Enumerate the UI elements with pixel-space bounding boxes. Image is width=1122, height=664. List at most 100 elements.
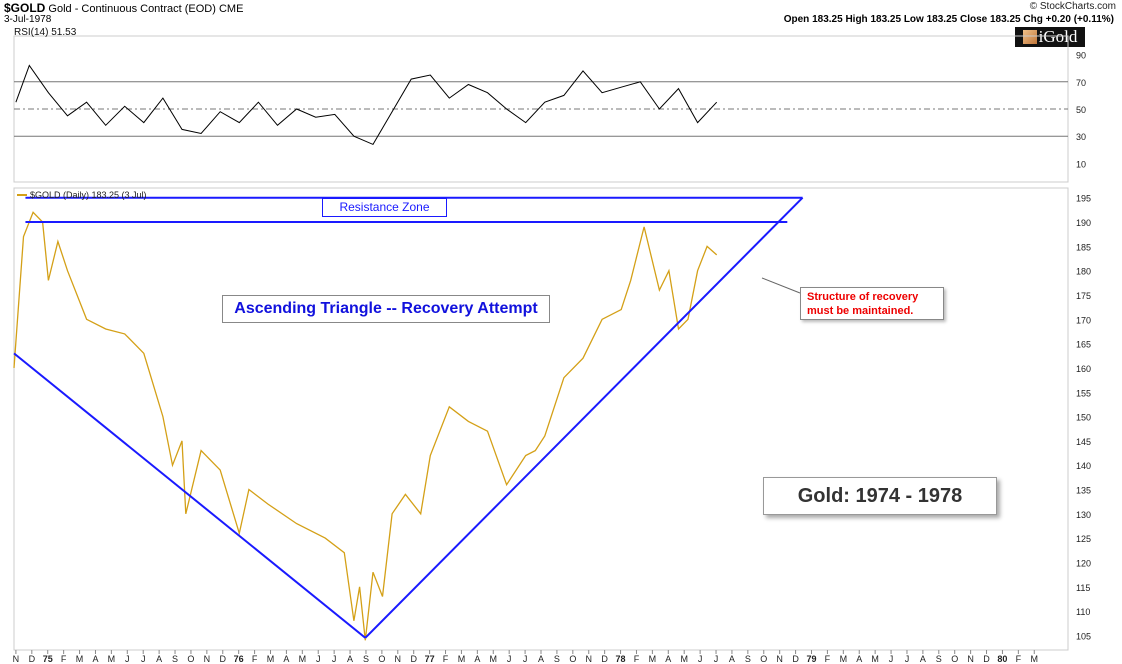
price-tick-190: 190 [1076,218,1091,228]
price-tick-160: 160 [1076,364,1091,374]
low-label: Low [903,14,924,25]
price-tick-170: 170 [1076,315,1091,325]
x-tick-40: M [649,654,657,664]
x-tick-56: J [905,654,910,664]
structure-arrow [761,277,801,294]
x-tick-26: 77 [425,654,435,664]
x-tick-2: 75 [43,654,53,664]
price-tick-195: 195 [1076,194,1091,204]
x-tick-55: J [889,654,894,664]
x-tick-43: J [698,654,703,664]
exchange: CME [218,3,244,15]
x-tick-51: F [825,654,831,664]
x-tick-49: D [792,654,799,664]
x-tick-27: F [443,654,449,664]
x-tick-14: 76 [234,654,244,664]
x-tick-23: O [378,654,385,664]
price-tick-180: 180 [1076,267,1091,277]
x-tick-47: O [760,654,767,664]
price-panel: 195 190 185 180 175 170 165 160 155 150 145 140 135 1… [13,187,1091,664]
chart-ticker: $GOLD Gold - Continuous Contract (EOD) C… [4,1,243,15]
x-tick-62: 80 [997,654,1007,664]
price-tick-105: 105 [1076,631,1091,641]
symbol: $GOLD [4,1,46,15]
x-tick-21: A [347,654,353,664]
rsi-tick-90: 90 [1076,51,1086,61]
trendline-0 [13,352,366,639]
trendline-1 [364,197,804,639]
x-tick-9: A [156,654,162,664]
logo-square-icon [1022,30,1037,44]
rsi-legend: RSI(14) 51.53 [14,27,77,38]
x-tick-60: N [967,654,974,664]
chg-value: +0.20 (+0.11%) [1045,14,1114,25]
x-tick-5: A [92,654,98,664]
x-tick-46: S [745,654,751,664]
x-tick-1: D [29,654,36,664]
x-tick-31: J [507,654,512,664]
x-tick-12: N [204,654,211,664]
x-tick-52: M [840,654,848,664]
x-tick-50: 79 [806,654,816,664]
x-tick-29: A [474,654,480,664]
structure-note-line1: Structure of recovery [807,291,919,303]
rsi-tick-50: 50 [1076,105,1086,115]
rsi-line [15,64,718,146]
rsi-tick-10: 10 [1076,159,1086,169]
x-tick-20: J [332,654,337,664]
x-tick-33: A [538,654,544,664]
gold-title-box: Gold: 1974 - 1978 [763,477,997,515]
x-tick-7: J [125,654,130,664]
x-tick-35: O [569,654,576,664]
price-tick-135: 135 [1076,486,1091,496]
x-tick-58: S [936,654,942,664]
chart-date: 3-Jul-1978 [4,14,52,25]
ohlc-readout: Open 183.25 High 183.25 Low 183.25 Close… [784,14,1114,25]
gold-price-line [13,211,718,641]
x-tick-48: N [776,654,783,664]
structure-note-line2: must be maintained. [807,305,914,317]
x-tick-13: D [220,654,227,664]
high-label: High [845,14,868,25]
close-value: 183.25 [990,14,1021,25]
x-tick-57: A [920,654,926,664]
x-tick-54: M [871,654,879,664]
price-tick-115: 115 [1076,583,1090,593]
x-tick-3: F [61,654,67,664]
x-tick-64: M [1031,654,1039,664]
low-value: 183.25 [926,14,958,25]
x-tick-37: D [601,654,608,664]
x-tick-15: F [252,654,258,664]
x-tick-39: F [634,654,640,664]
price-tick-125: 125 [1076,534,1091,544]
x-tick-30: M [490,654,498,664]
x-tick-11: O [187,654,194,664]
chg-label: Chg [1023,14,1043,25]
x-tick-36: N [585,654,592,664]
price-tick-185: 185 [1076,242,1091,252]
rsi-panel: 90 70 50 30 10 RSI(14) 51.53 [13,27,1086,183]
x-tick-24: N [395,654,402,664]
price-tick-110: 110 [1076,607,1090,617]
x-tick-25: D [410,654,417,664]
x-tick-6: M [108,654,116,664]
source-credit: © StockCharts.com [1029,1,1116,12]
x-tick-53: A [856,654,862,664]
rsi-tick-70: 70 [1076,78,1086,88]
x-tick-41: A [665,654,671,664]
price-tick-130: 130 [1076,510,1091,520]
open-label: Open [783,14,810,25]
x-tick-4: M [76,654,84,664]
x-tick-44: J [714,654,719,664]
high-value: 183.25 [870,14,902,25]
price-tick-155: 155 [1076,388,1091,398]
x-tick-10: S [172,654,178,664]
price-frame [13,187,1069,651]
x-tick-19: J [316,654,321,664]
x-tick-42: M [680,654,688,664]
structure-note: Structure of recovery must be maintained. [800,287,944,320]
x-tick-18: M [299,654,307,664]
close-label: Close [959,14,988,25]
price-tick-150: 150 [1076,413,1091,423]
x-tick-16: M [267,654,275,664]
